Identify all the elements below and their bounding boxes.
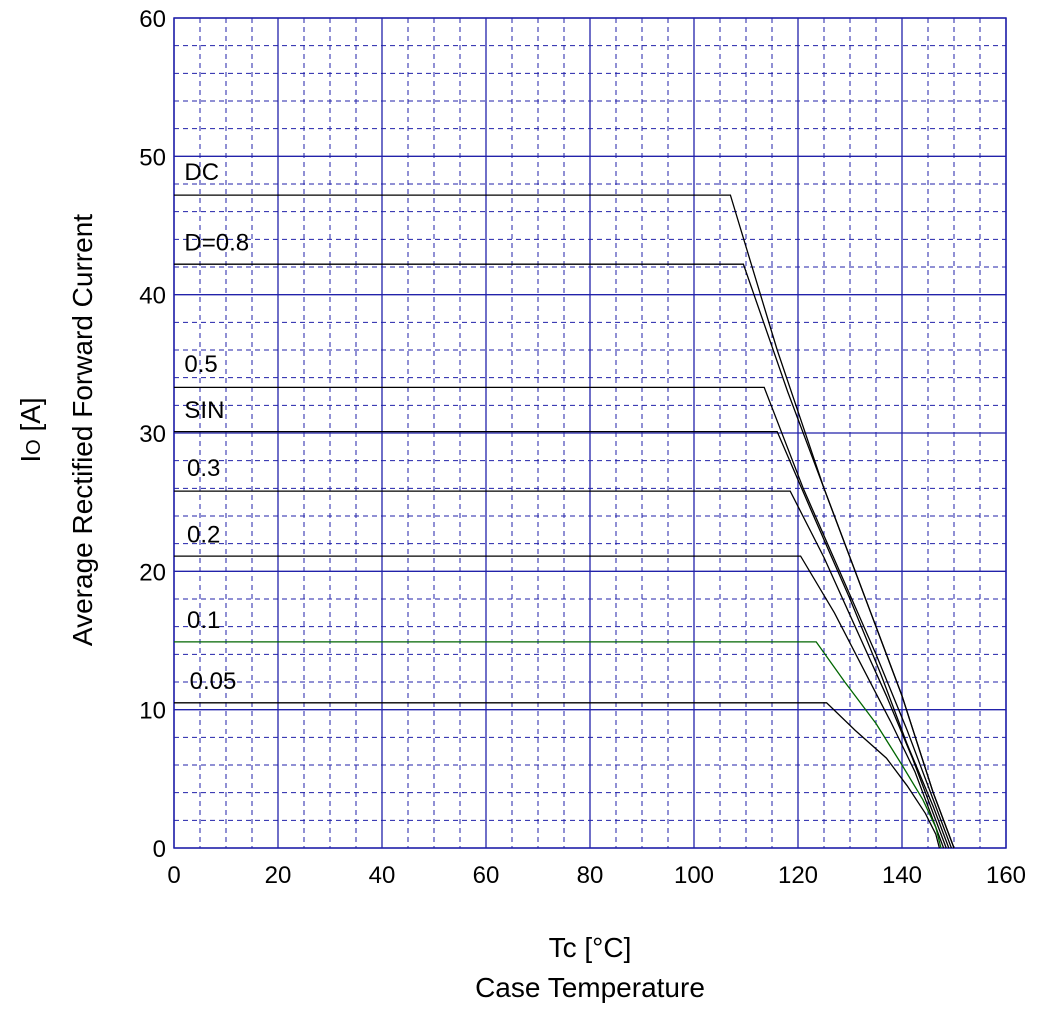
series-line [174, 702, 941, 849]
series-lines [174, 194, 955, 849]
y-axis-title-line2: Average Rectified Forward Current [67, 214, 98, 646]
x-tick-label: 100 [674, 862, 714, 889]
series-line [174, 263, 955, 849]
y-tick-labels: 0 10 20 30 40 50 60 [139, 6, 166, 863]
x-tick-labels: 0 20 40 60 80 100 120 140 160 [167, 862, 1026, 889]
series-line [174, 386, 953, 849]
series-label: D=0.8 [184, 229, 249, 256]
series-label: 0.05 [190, 668, 237, 695]
x-tick-label: 40 [369, 862, 396, 889]
series-line [174, 430, 950, 849]
y-axis-title-line1: IO [A] [15, 397, 46, 462]
y-axis-symbol: I [15, 455, 46, 463]
series-label: SIN [184, 397, 224, 424]
x-tick-label: 140 [882, 862, 922, 889]
series-line [174, 490, 947, 849]
y-tick-label: 30 [139, 421, 166, 448]
series-label: 0.3 [187, 455, 220, 482]
x-tick-label: 0 [167, 862, 180, 889]
y-tick-label: 0 [153, 836, 166, 863]
grid [173, 17, 1007, 849]
series-label: 0.2 [187, 521, 220, 548]
y-axis-symbol-subscript: O [23, 439, 45, 455]
y-tick-label: 20 [139, 559, 166, 586]
x-tick-label: 120 [778, 862, 818, 889]
x-axis-title-line2: Case Temperature [475, 972, 705, 1003]
x-tick-label: 160 [986, 862, 1026, 889]
x-tick-label: 20 [265, 862, 292, 889]
plot-frame [173, 17, 1007, 849]
series-label: 0.5 [184, 351, 217, 378]
series-labels: DC D=0.8 0.5 SIN 0.3 0.2 0.1 0.05 [184, 159, 249, 695]
y-axis-unit: [A] [15, 397, 46, 439]
series-label: 0.1 [187, 607, 220, 634]
series-line [174, 641, 942, 849]
x-tick-label: 80 [577, 862, 604, 889]
y-tick-label: 10 [139, 698, 166, 725]
x-tick-label: 60 [473, 862, 500, 889]
y-tick-label: 40 [139, 283, 166, 310]
x-axis-title-line1: Tc [°C] [549, 932, 632, 963]
series-label: DC [184, 159, 219, 186]
y-tick-label: 50 [139, 144, 166, 171]
series-line [174, 555, 945, 849]
y-tick-label: 60 [139, 6, 166, 33]
